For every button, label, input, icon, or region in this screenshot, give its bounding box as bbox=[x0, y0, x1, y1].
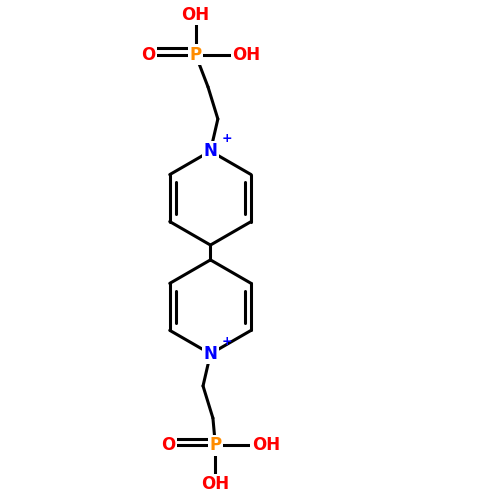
Text: OH: OH bbox=[182, 6, 210, 24]
Text: O: O bbox=[162, 436, 175, 454]
Text: P: P bbox=[210, 436, 222, 454]
Text: OH: OH bbox=[202, 476, 230, 494]
Text: N: N bbox=[204, 142, 218, 160]
Text: OH: OH bbox=[252, 436, 280, 454]
Text: N: N bbox=[204, 345, 218, 363]
Text: OH: OH bbox=[232, 46, 260, 64]
Text: +: + bbox=[222, 132, 232, 145]
Text: +: + bbox=[222, 335, 232, 348]
Text: O: O bbox=[142, 46, 156, 64]
Text: P: P bbox=[190, 46, 202, 64]
